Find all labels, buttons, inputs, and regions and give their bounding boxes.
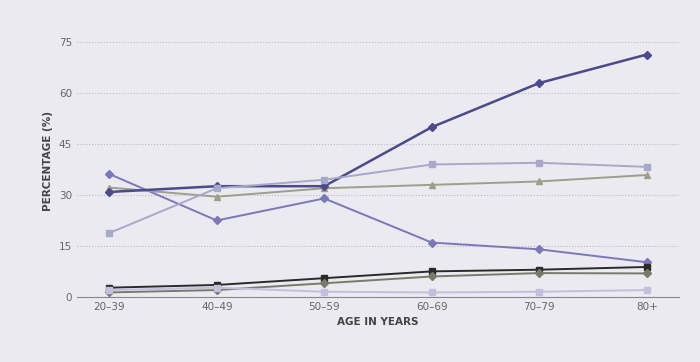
Mucosal Abnormality-Colitis: [535, 290, 543, 294]
Polyp > 9mm/Suspect Malignant Tumor: [105, 286, 113, 290]
Multiple Polyps: [643, 271, 651, 275]
Diverticulosis: [643, 52, 651, 57]
Normal Exam/No Findings: [320, 196, 328, 201]
Multiple Polyps: [428, 274, 436, 279]
Mucosal Abnormality-Colitis: [643, 288, 651, 292]
Polyp > 9mm/Suspect Malignant Tumor: [320, 276, 328, 280]
Hemorrhoids: [213, 194, 221, 199]
Mucosal Abnormality-Colitis: [213, 286, 221, 290]
Polyp: [535, 161, 543, 165]
Multiple Polyps: [213, 288, 221, 292]
Hemorrhoids: [320, 186, 328, 190]
Polyp: [428, 162, 436, 167]
Hemorrhoids: [643, 173, 651, 177]
Line: Hemorrhoids: Hemorrhoids: [106, 172, 650, 200]
Multiple Polyps: [105, 290, 113, 295]
Diverticulosis: [428, 125, 436, 129]
Polyp > 9mm/Suspect Malignant Tumor: [643, 265, 651, 269]
Multiple Polyps: [535, 271, 543, 275]
Hemorrhoids: [535, 179, 543, 184]
Polyp: [105, 231, 113, 235]
X-axis label: AGE IN YEARS: AGE IN YEARS: [337, 317, 419, 327]
Normal Exam/No Findings: [428, 240, 436, 245]
Polyp: [643, 165, 651, 169]
Hemorrhoids: [105, 185, 113, 190]
Mucosal Abnormality-Colitis: [428, 290, 436, 295]
Line: Mucosal Abnormality-Colitis: Mucosal Abnormality-Colitis: [106, 285, 650, 295]
Polyp: [320, 178, 328, 182]
Polyp > 9mm/Suspect Malignant Tumor: [213, 283, 221, 287]
Multiple Polyps: [320, 281, 328, 285]
Line: Polyp: Polyp: [106, 160, 650, 236]
Polyp: [213, 186, 221, 190]
Normal Exam/No Findings: [643, 260, 651, 264]
Normal Exam/No Findings: [213, 218, 221, 223]
Mucosal Abnormality-Colitis: [105, 288, 113, 292]
Diverticulosis: [105, 190, 113, 194]
Mucosal Abnormality-Colitis: [320, 290, 328, 294]
Line: Polyp > 9mm/Suspect Malignant Tumor: Polyp > 9mm/Suspect Malignant Tumor: [106, 264, 650, 291]
Hemorrhoids: [428, 183, 436, 187]
Polyp > 9mm/Suspect Malignant Tumor: [535, 268, 543, 272]
Y-axis label: PERCENTAGE (%): PERCENTAGE (%): [43, 111, 53, 211]
Polyp > 9mm/Suspect Malignant Tumor: [428, 269, 436, 274]
Line: Normal Exam/No Findings: Normal Exam/No Findings: [106, 171, 650, 265]
Line: Diverticulosis: Diverticulosis: [106, 51, 650, 195]
Diverticulosis: [213, 184, 221, 188]
Line: Multiple Polyps: Multiple Polyps: [106, 270, 650, 295]
Normal Exam/No Findings: [535, 247, 543, 252]
Normal Exam/No Findings: [105, 172, 113, 176]
Diverticulosis: [320, 184, 328, 188]
Diverticulosis: [535, 81, 543, 85]
